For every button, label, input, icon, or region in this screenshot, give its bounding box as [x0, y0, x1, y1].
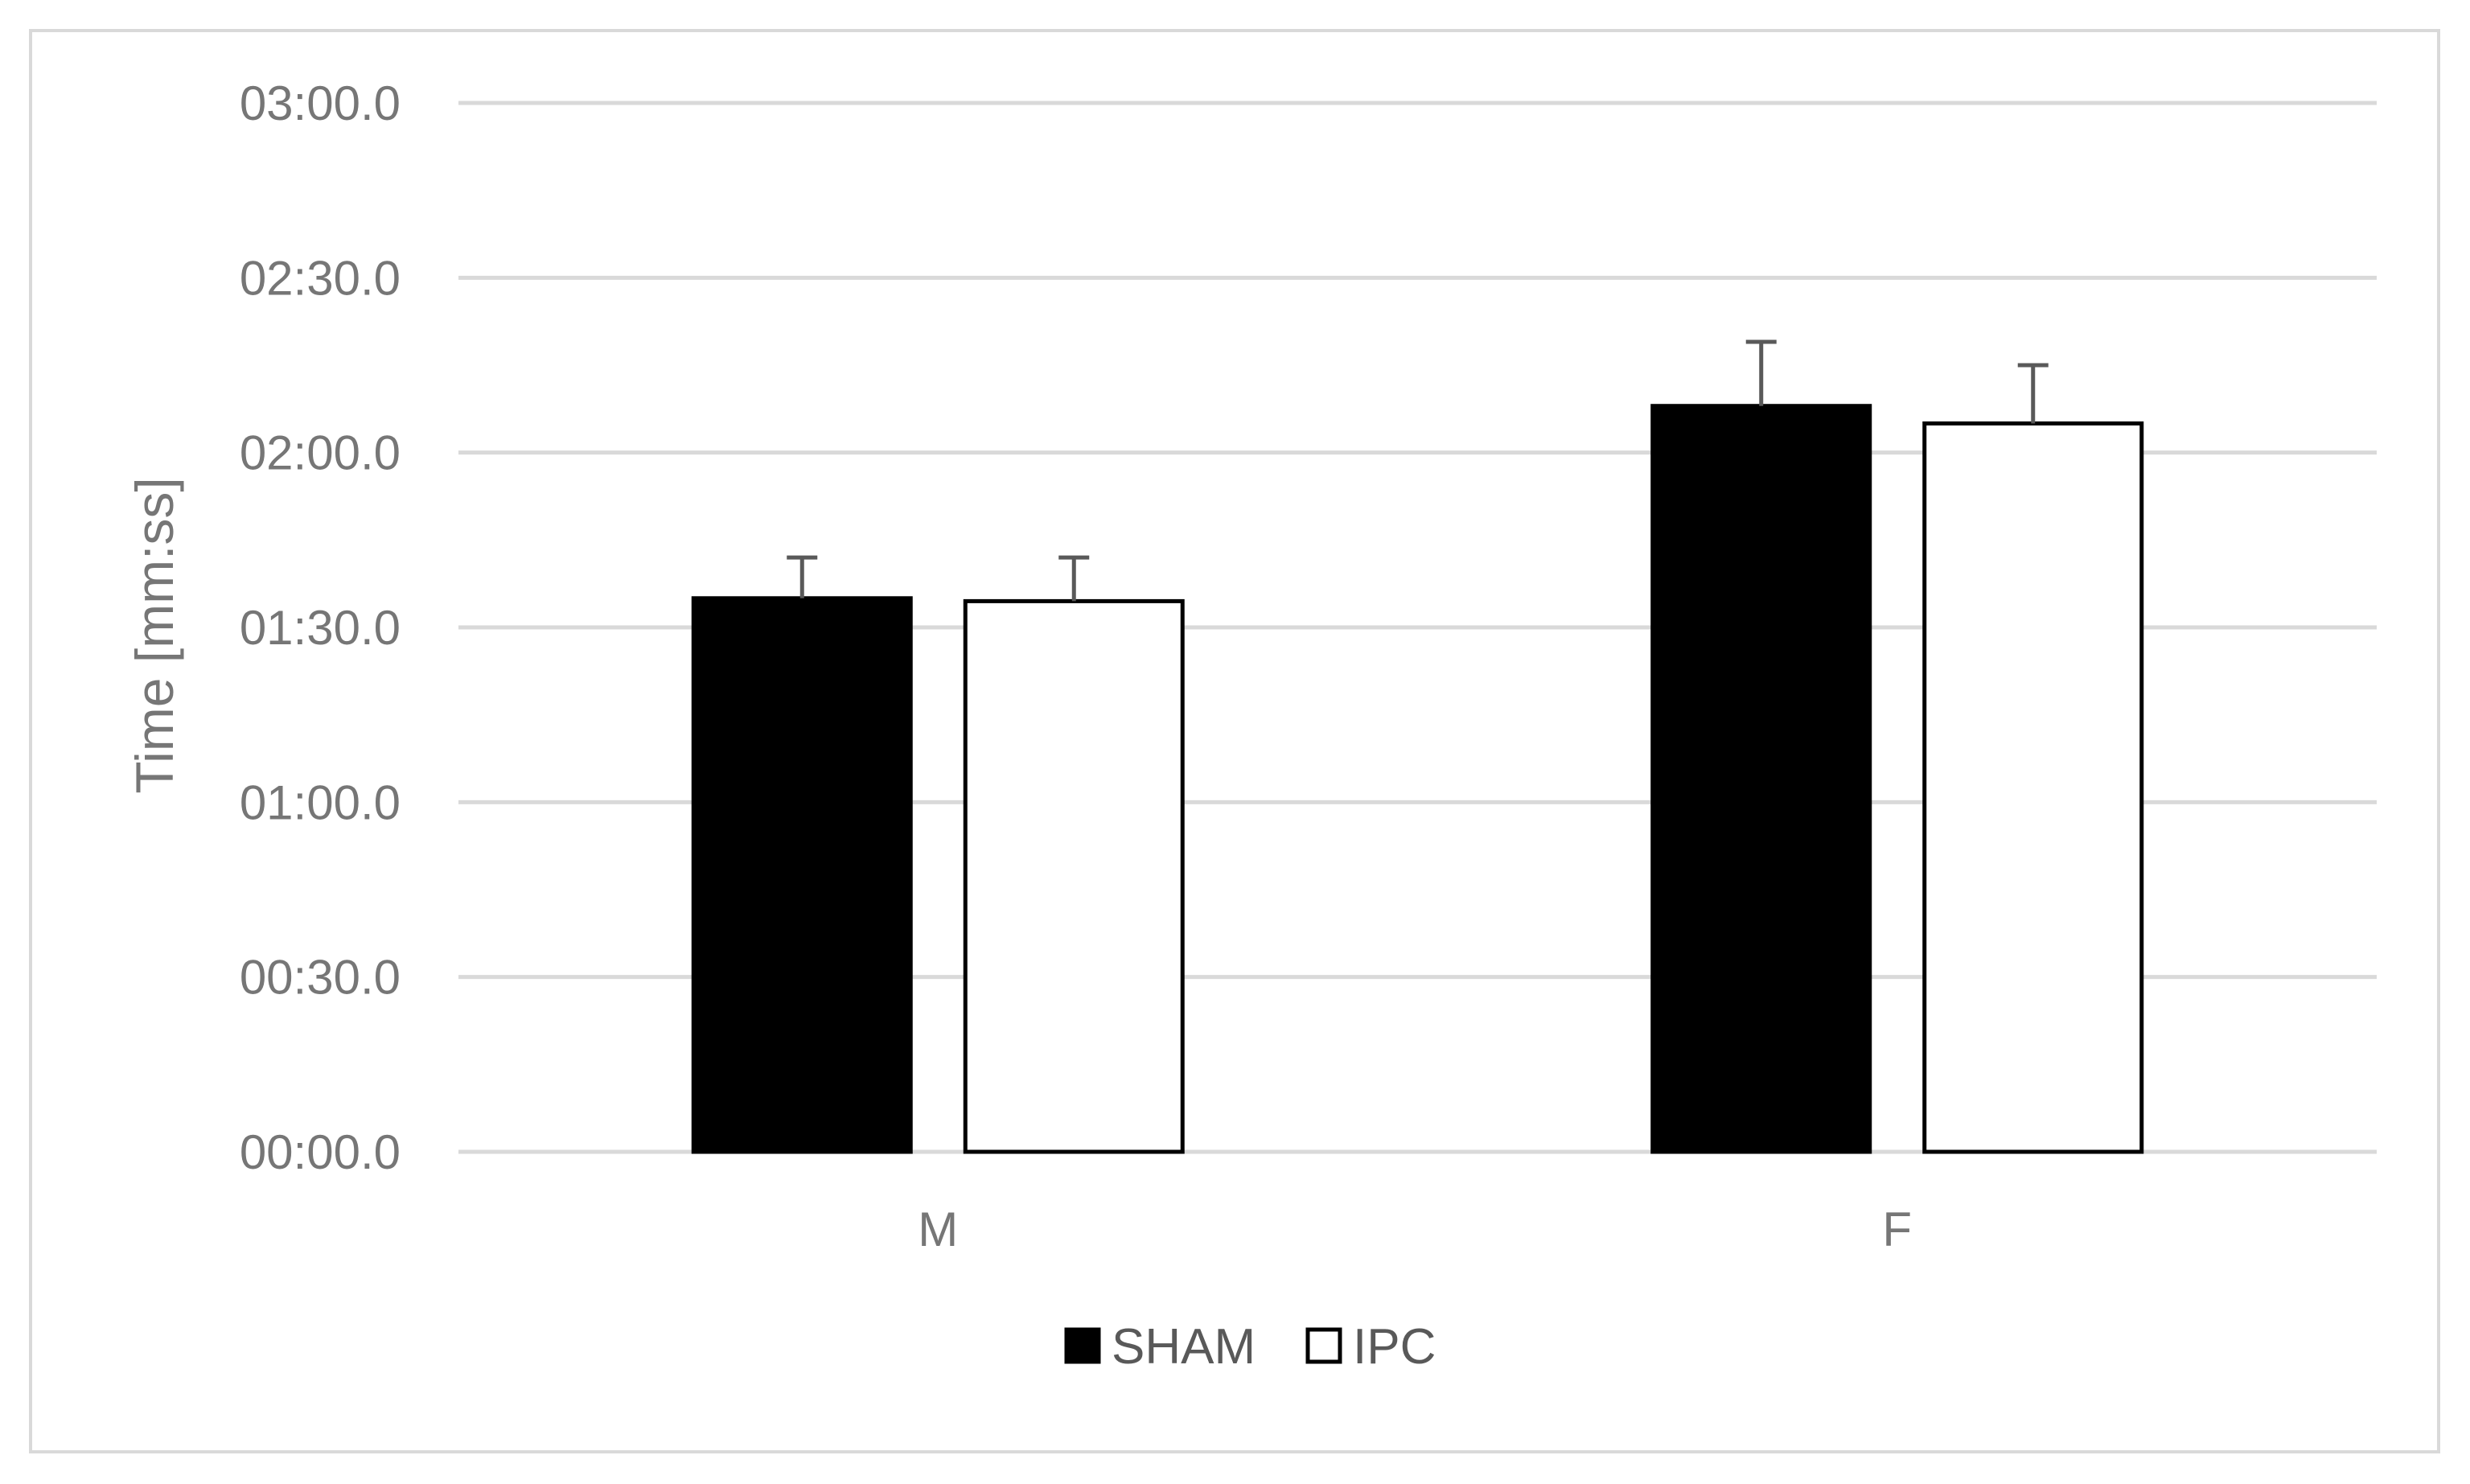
- y-axis-title: Time [mm:ss]: [125, 477, 184, 794]
- legend-swatch-sham: [1064, 1327, 1101, 1364]
- y-axis-ticks: 00:00.0 00:30.0 01:00.0 01:30.0 02:00.0 02:30…: [240, 76, 401, 1179]
- y-tick-label: 00:30.0: [240, 951, 401, 1005]
- x-tick-label: F: [1882, 1202, 1912, 1256]
- y-tick-label: 03:00.0: [240, 76, 401, 130]
- bar-ipc-m: [963, 598, 1185, 1154]
- y-tick-label: 01:30.0: [240, 601, 401, 655]
- y-tick-label: 02:00.0: [240, 426, 401, 480]
- x-tick-label: M: [918, 1202, 958, 1256]
- bars: [691, 404, 2144, 1154]
- bar-sham-m: [691, 596, 913, 1154]
- y-tick-label: 02:30.0: [240, 251, 401, 305]
- legend-label-ipc: IPC: [1353, 1319, 1436, 1375]
- error-bars: [787, 339, 2049, 602]
- legend-swatch-ipc: [1305, 1327, 1342, 1364]
- y-tick-label: 00:00.0: [240, 1125, 401, 1179]
- bar-ipc-f: [1922, 421, 2144, 1154]
- legend-label-sham: SHAM: [1112, 1319, 1256, 1375]
- bar-sham-f: [1650, 404, 1872, 1154]
- y-tick-label: 01:00.0: [240, 775, 401, 829]
- legend: SHAM IPC: [1064, 1319, 1436, 1375]
